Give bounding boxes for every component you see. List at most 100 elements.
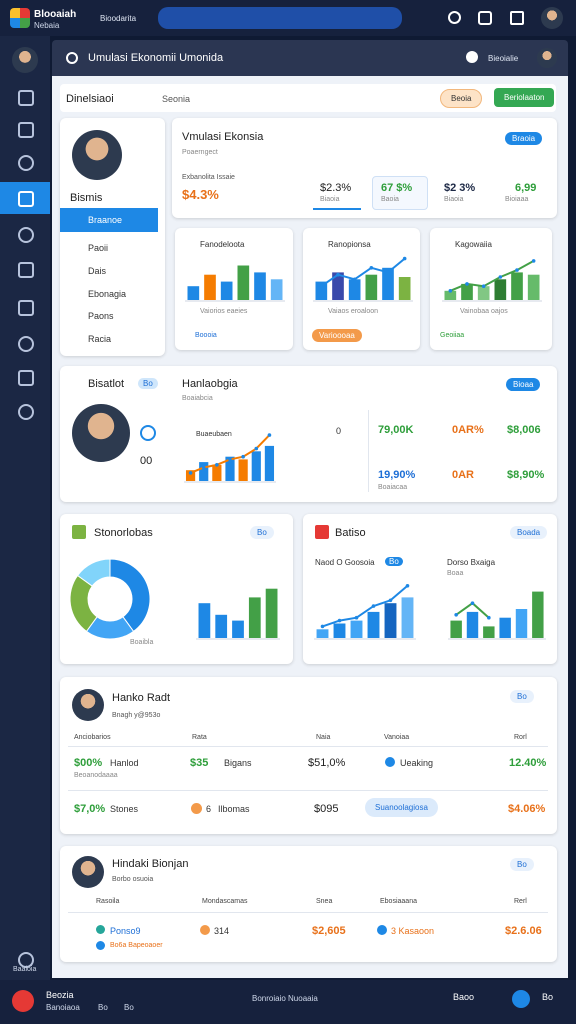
menu-item[interactable]: Paons — [88, 311, 114, 321]
profile-name: Bismis — [70, 192, 103, 204]
profile-avatar — [72, 130, 122, 180]
tag[interactable]: Bo — [510, 858, 534, 871]
bottom-item[interactable]: Bo — [124, 1003, 134, 1012]
chart-tag[interactable]: Geoiiaa — [440, 332, 465, 339]
nav-icon[interactable] — [18, 262, 34, 278]
search-icon[interactable] — [448, 11, 461, 24]
cell: $2,605 — [312, 925, 346, 937]
line-point — [369, 266, 374, 270]
user-avatar[interactable] — [541, 7, 563, 29]
menu-item[interactable]: Ebonagia — [88, 289, 127, 299]
tag[interactable]: Bo — [510, 690, 534, 703]
bar — [532, 591, 544, 638]
tag[interactable]: Boada — [510, 526, 548, 539]
search-field[interactable]: Seonia — [162, 94, 191, 104]
cell: Stones — [110, 804, 139, 814]
button[interactable]: Bioaa — [506, 378, 541, 391]
bar — [220, 281, 233, 300]
metric: $8,90% — [507, 469, 545, 481]
bar — [264, 445, 275, 481]
tag[interactable]: Bo — [250, 526, 274, 539]
button[interactable]: Beoia — [440, 89, 483, 108]
notification-icon[interactable] — [478, 11, 492, 25]
menu-item[interactable]: Paoii — [88, 243, 109, 253]
logo-title: Blooaiah — [34, 9, 77, 20]
tab[interactable]: Bioodarita — [100, 14, 137, 23]
bar — [237, 265, 250, 300]
message-icon[interactable] — [510, 11, 524, 25]
line-point — [448, 289, 453, 293]
bar — [199, 462, 209, 481]
bar — [494, 279, 507, 300]
line-point — [188, 471, 193, 475]
bottom-item[interactable]: Bo — [98, 1003, 108, 1012]
header-search-icon[interactable] — [66, 52, 78, 64]
donut-segment — [76, 558, 111, 587]
bottom-center: Bonroiaio Nuoaaia — [252, 994, 318, 1003]
nav-icon[interactable] — [18, 191, 34, 207]
cell[interactable]: Suanoolagiosa — [365, 798, 438, 817]
line-point — [337, 618, 342, 623]
tag: Bo — [385, 557, 403, 566]
menu-item[interactable]: Braanoe — [88, 215, 123, 225]
nav-icon[interactable] — [18, 336, 34, 352]
chart-tag[interactable]: Boooia — [195, 332, 217, 339]
summary-card — [172, 118, 557, 218]
bar — [185, 470, 196, 481]
line-point — [402, 256, 407, 261]
divider — [68, 912, 548, 913]
nav-icon[interactable] — [18, 122, 34, 138]
dropdown[interactable]: Dinelsiaoi — [66, 93, 114, 105]
insight-title: Hanlaobgia — [182, 378, 238, 390]
summary-value: $4.3% — [182, 187, 219, 202]
row-sub: Bo6a Bapeoaoer — [110, 942, 163, 949]
menu-item[interactable]: Racia — [88, 334, 112, 344]
stat-value: 67 $% — [381, 182, 413, 194]
summary-subtitle: Poaerngect — [182, 149, 218, 156]
bottom-item[interactable]: Bo — [542, 992, 554, 1002]
bar — [348, 279, 361, 300]
logo — [10, 8, 30, 28]
nav-icon[interactable] — [18, 227, 34, 243]
nav-icon[interactable] — [18, 90, 34, 106]
bar — [499, 617, 511, 638]
icon — [72, 525, 86, 539]
chart-label: Buaeubaen — [196, 431, 232, 438]
header-icon — [466, 51, 478, 63]
menu-item[interactable]: Dais — [88, 266, 107, 276]
button[interactable]: Braoia — [505, 132, 543, 145]
chart-tag[interactable]: Varioooaa — [312, 329, 362, 342]
bottom-icon[interactable] — [512, 990, 530, 1008]
bar — [515, 609, 528, 638]
metric: 0AR — [452, 469, 475, 481]
ledger-sub: Borbo osuoia — [112, 876, 154, 883]
bar — [401, 597, 414, 638]
line-point — [336, 272, 340, 277]
bottom-icon[interactable] — [12, 990, 34, 1012]
bottom-item[interactable]: Baoo — [453, 992, 475, 1002]
cell: 3 Kasaoon — [391, 926, 435, 936]
column-header: Rerl — [514, 898, 527, 905]
divider — [68, 790, 548, 791]
nav-icon[interactable] — [18, 370, 34, 386]
stat-label: Biaoia — [320, 196, 340, 203]
mini-chart — [313, 256, 413, 302]
nav-icon[interactable] — [18, 952, 34, 968]
cell: $2.6.06 — [505, 925, 542, 937]
bar — [450, 620, 462, 638]
line-point — [241, 454, 245, 459]
dot — [200, 925, 210, 935]
dot — [96, 941, 105, 950]
nav-icon[interactable] — [18, 155, 34, 171]
column-header: Vanoiaa — [384, 734, 410, 741]
sidebar-footer: Baaioia — [13, 966, 37, 973]
nav-icon[interactable] — [18, 300, 34, 316]
search-bar[interactable] — [158, 7, 402, 29]
chart-subtitle: Boaa — [447, 570, 464, 577]
nav-icon[interactable] — [18, 404, 34, 420]
bar — [444, 290, 457, 300]
line-point — [201, 465, 206, 470]
cell: $7,0% — [74, 803, 106, 815]
button[interactable]: Beriolaaton — [494, 88, 555, 107]
logo-sub: Nebaia — [34, 21, 60, 30]
